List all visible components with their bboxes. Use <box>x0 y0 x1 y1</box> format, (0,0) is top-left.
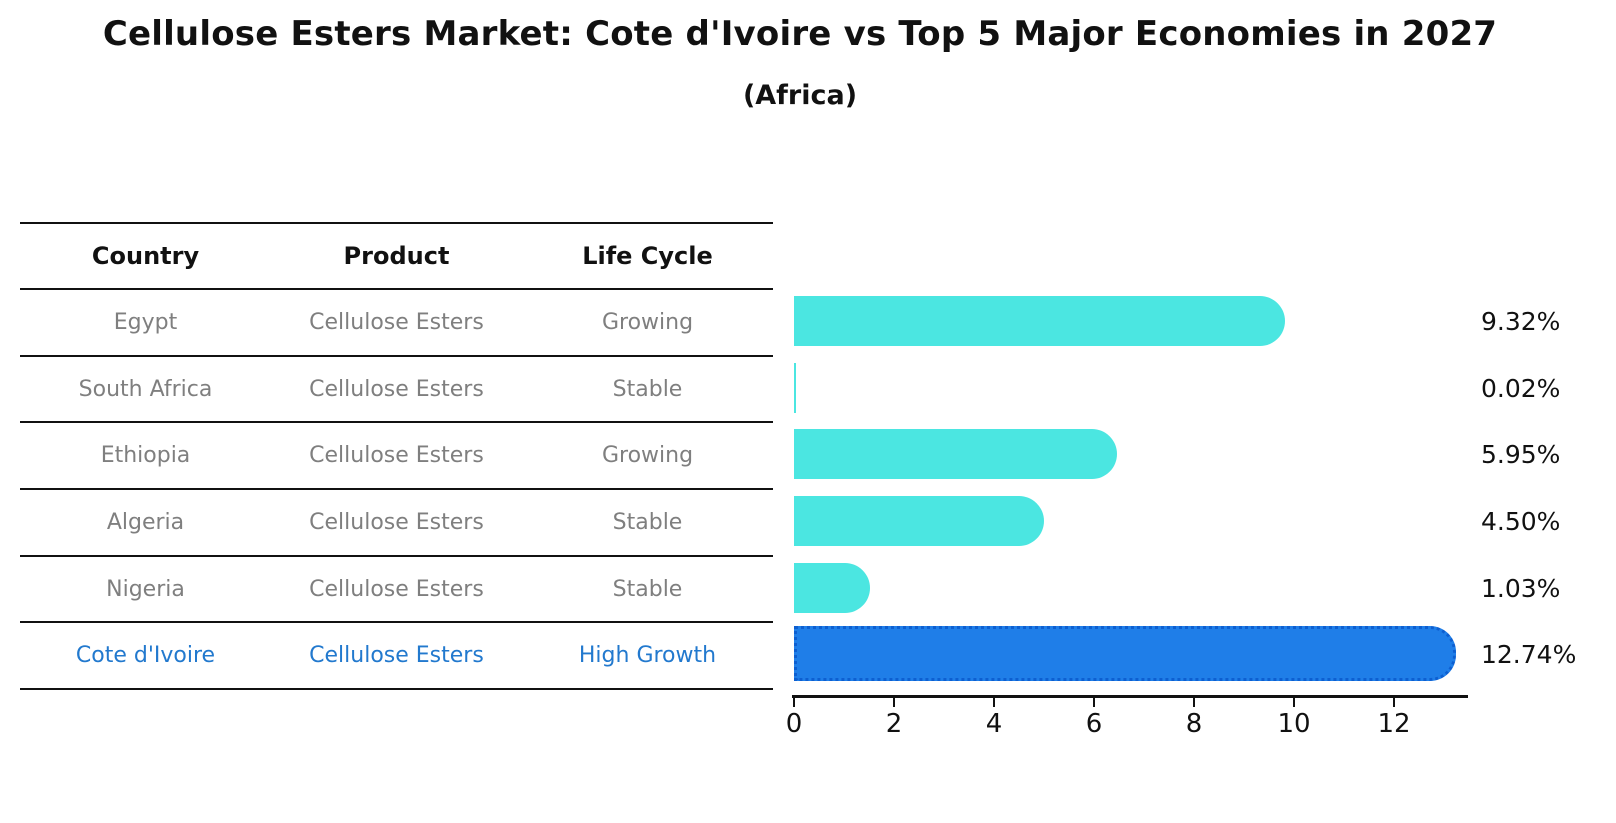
bar-chart <box>794 288 1468 688</box>
x-axis-tick-label: 6 <box>1085 709 1103 739</box>
x-axis-tick-label: 0 <box>785 709 803 739</box>
x-axis-tick <box>993 697 995 707</box>
header-life-cycle: Life Cycle <box>582 242 713 270</box>
cell-country: Cote d'Ivoire <box>75 643 216 669</box>
bar-row-algeria <box>794 488 1468 555</box>
bar-row-cote-divoire <box>794 621 1468 688</box>
bar-nigeria <box>794 562 871 613</box>
comparison-table: Country Product Life Cycle Egypt Cellulo… <box>20 222 773 691</box>
table-row-cote-divoire: Cote d'Ivoire Cellulose Esters High Grow… <box>20 623 773 691</box>
cell-product: Cellulose Esters <box>309 643 484 669</box>
table-row-algeria: Algeria Cellulose Esters Stable <box>20 490 773 557</box>
bar-ethiopia <box>794 429 1117 480</box>
bar-south-africa <box>794 362 796 413</box>
cell-life-cycle: High Growth <box>578 643 717 669</box>
cell-product: Cellulose Esters <box>309 443 484 469</box>
bar-row-south-africa <box>794 355 1468 422</box>
x-axis-tick <box>793 697 795 707</box>
bar-cote-divoire <box>794 626 1456 682</box>
table-row-egypt: Egypt Cellulose Esters Growing <box>20 290 773 357</box>
cell-life-cycle: Stable <box>612 509 683 535</box>
value-labels: 9.32% 0.02% 5.95% 4.50% 1.03% 12.74% <box>1481 288 1616 688</box>
x-axis-tick-label: 12 <box>1377 709 1411 739</box>
x-axis-tick <box>1192 697 1195 707</box>
value-label-cote-divoire: 12.74% <box>1481 640 1577 670</box>
cell-product: Cellulose Esters <box>309 309 484 335</box>
cell-country: Egypt <box>113 309 178 335</box>
x-axis-tick-label: 4 <box>985 709 1003 739</box>
value-label-south-africa: 0.02% <box>1481 373 1561 403</box>
cell-life-cycle: Growing <box>601 443 694 469</box>
cell-country: Nigeria <box>106 576 185 602</box>
value-label-nigeria: 1.03% <box>1481 573 1561 603</box>
cell-product: Cellulose Esters <box>309 509 484 535</box>
x-axis-tick <box>893 697 895 707</box>
x-axis: 0 2 4 6 8 10 12 <box>786 695 1468 755</box>
table-row-south-africa: South Africa Cellulose Esters Stable <box>20 357 773 424</box>
bar-row-egypt <box>794 288 1468 355</box>
cell-country: Ethiopia <box>100 443 191 469</box>
bar-egypt <box>794 296 1285 346</box>
bar-row-ethiopia <box>794 421 1468 488</box>
header-country: Country <box>91 242 200 270</box>
x-axis-line <box>792 695 1468 698</box>
cell-life-cycle: Growing <box>601 309 694 335</box>
value-label-algeria: 4.50% <box>1481 506 1561 536</box>
x-axis-tick-label: 2 <box>885 709 903 739</box>
table-row-nigeria: Nigeria Cellulose Esters Stable <box>20 557 773 624</box>
cell-life-cycle: Stable <box>612 576 683 602</box>
x-axis-tick <box>1293 697 1295 707</box>
page-title: Cellulose Esters Market: Cote d'Ivoire v… <box>102 14 1498 54</box>
bar-algeria <box>794 496 1044 547</box>
bar-row-nigeria <box>794 555 1468 622</box>
x-axis-tick-label: 10 <box>1277 709 1311 739</box>
cell-country: South Africa <box>78 376 213 402</box>
page-subtitle: (Africa) <box>742 80 858 111</box>
x-axis-tick <box>1393 697 1395 707</box>
cell-life-cycle: Stable <box>612 376 683 402</box>
x-axis-tick-label: 8 <box>1185 709 1203 739</box>
cell-product: Cellulose Esters <box>309 576 484 602</box>
value-label-egypt: 9.32% <box>1481 306 1561 336</box>
table-row-ethiopia: Ethiopia Cellulose Esters Growing <box>20 423 773 491</box>
table-header-row: Country Product Life Cycle <box>20 224 773 290</box>
x-axis-tick <box>1092 697 1095 707</box>
header-product: Product <box>343 242 450 270</box>
value-label-ethiopia: 5.95% <box>1481 440 1561 470</box>
cell-product: Cellulose Esters <box>309 376 484 402</box>
cell-country: Algeria <box>106 509 185 535</box>
